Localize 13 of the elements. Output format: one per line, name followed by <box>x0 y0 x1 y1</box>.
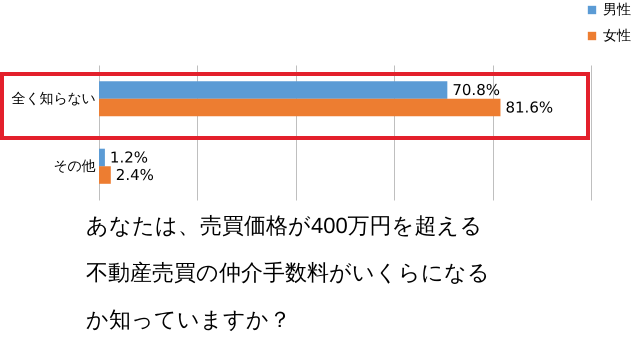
legend-label: 男性 <box>603 2 631 18</box>
bar <box>99 81 448 99</box>
data-label: 81.6% <box>505 98 554 117</box>
bar <box>99 166 111 184</box>
text: あなたは、売買価格が400万円を超える不動産売買の仲介手数料がいくらになるか知っていますか？ <box>86 212 491 334</box>
data-label: 1.2% <box>110 148 148 166</box>
bar <box>99 148 105 166</box>
legend-label: 女性 <box>603 28 631 44</box>
y-tick-label: 全く知らない <box>12 90 96 107</box>
data-label: 2.4% <box>116 166 154 184</box>
y-tick-label: その他 <box>54 158 96 174</box>
data-label: 70.8% <box>452 80 500 99</box>
bar <box>99 98 500 116</box>
